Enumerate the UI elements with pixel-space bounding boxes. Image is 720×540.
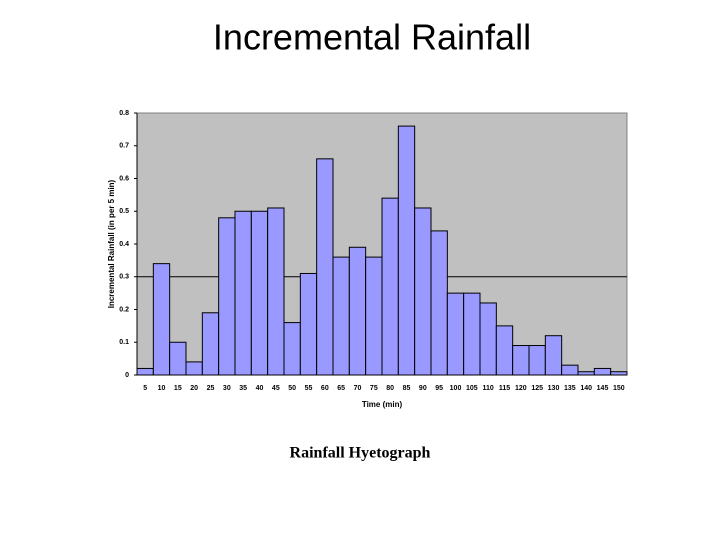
x-tick-label: 135 (564, 385, 576, 392)
x-tick-label: 15 (174, 385, 182, 392)
bar (495, 325, 514, 376)
bar (463, 292, 481, 376)
y-tick-label: 0.4 (119, 241, 129, 248)
bar (201, 312, 220, 376)
x-tick-label: 125 (531, 385, 543, 392)
y-tick-label: 0.8 (119, 110, 129, 117)
bar (316, 158, 334, 376)
x-tick-label: 60 (321, 385, 329, 392)
bar (479, 302, 497, 376)
x-tick-label: 100 (450, 385, 462, 392)
bar (430, 230, 448, 376)
bar (593, 367, 612, 376)
y-tick-label: 0.5 (119, 208, 129, 215)
x-tick-label: 80 (386, 385, 394, 392)
y-axis-label: Incremental Rainfall (in per 5 min) (107, 179, 116, 308)
x-tick-label: 40 (256, 385, 264, 392)
bar (561, 364, 579, 376)
y-tick-label: 0.7 (119, 143, 129, 150)
x-tick-label: 10 (158, 385, 166, 392)
y-tick-label: 0.1 (119, 339, 129, 346)
x-tick-label: 110 (483, 385, 494, 392)
y-tick-label: 0.6 (119, 175, 129, 182)
x-tick-label: 35 (239, 385, 247, 392)
x-tick-label: 25 (207, 385, 215, 392)
x-axis-label: Time (min) (362, 400, 403, 409)
bar (528, 345, 546, 376)
x-tick-label: 75 (370, 385, 378, 392)
bar (185, 361, 203, 376)
x-tick-label: 90 (419, 385, 427, 392)
x-tick-label: 20 (190, 385, 198, 392)
x-tick-label: 45 (272, 385, 280, 392)
bar (348, 246, 367, 376)
x-tick-label: 120 (515, 385, 527, 392)
x-tick-label: 50 (288, 385, 296, 392)
x-tick-label: 30 (223, 385, 231, 392)
x-tick-label: 85 (403, 385, 411, 392)
bar (283, 322, 301, 376)
x-tick-label: 65 (337, 385, 345, 392)
bar (218, 217, 236, 376)
bar (544, 335, 563, 376)
x-tick-label: 70 (354, 385, 362, 392)
y-tick-label: 0.3 (119, 274, 129, 281)
x-tick-label: 115 (499, 385, 510, 392)
y-tick-label: 0 (125, 372, 129, 379)
bar (152, 263, 171, 376)
bar (250, 210, 269, 376)
chart-title: Incremental Rainfall (213, 17, 531, 58)
bar (267, 207, 285, 376)
bar (169, 341, 187, 376)
caption: Rainfall Hyetograph (290, 445, 431, 462)
x-tick-label: 105 (466, 385, 478, 392)
x-tick-label: 95 (435, 385, 443, 392)
x-tick-label: 150 (613, 385, 625, 392)
bar (381, 197, 399, 376)
y-tick-label: 0.2 (119, 306, 129, 313)
x-tick-label: 130 (548, 385, 560, 392)
bar (446, 292, 465, 376)
bar (365, 256, 383, 376)
x-tick-label: 5 (143, 385, 147, 392)
x-tick-label: 55 (305, 385, 313, 392)
bar (234, 210, 252, 376)
x-tick-label: 145 (597, 385, 609, 392)
bar (299, 272, 318, 376)
bar (512, 345, 530, 376)
bar (414, 207, 432, 376)
x-tick-label: 140 (580, 385, 592, 392)
bar (332, 256, 350, 376)
bar (397, 125, 416, 376)
bar (136, 367, 154, 376)
